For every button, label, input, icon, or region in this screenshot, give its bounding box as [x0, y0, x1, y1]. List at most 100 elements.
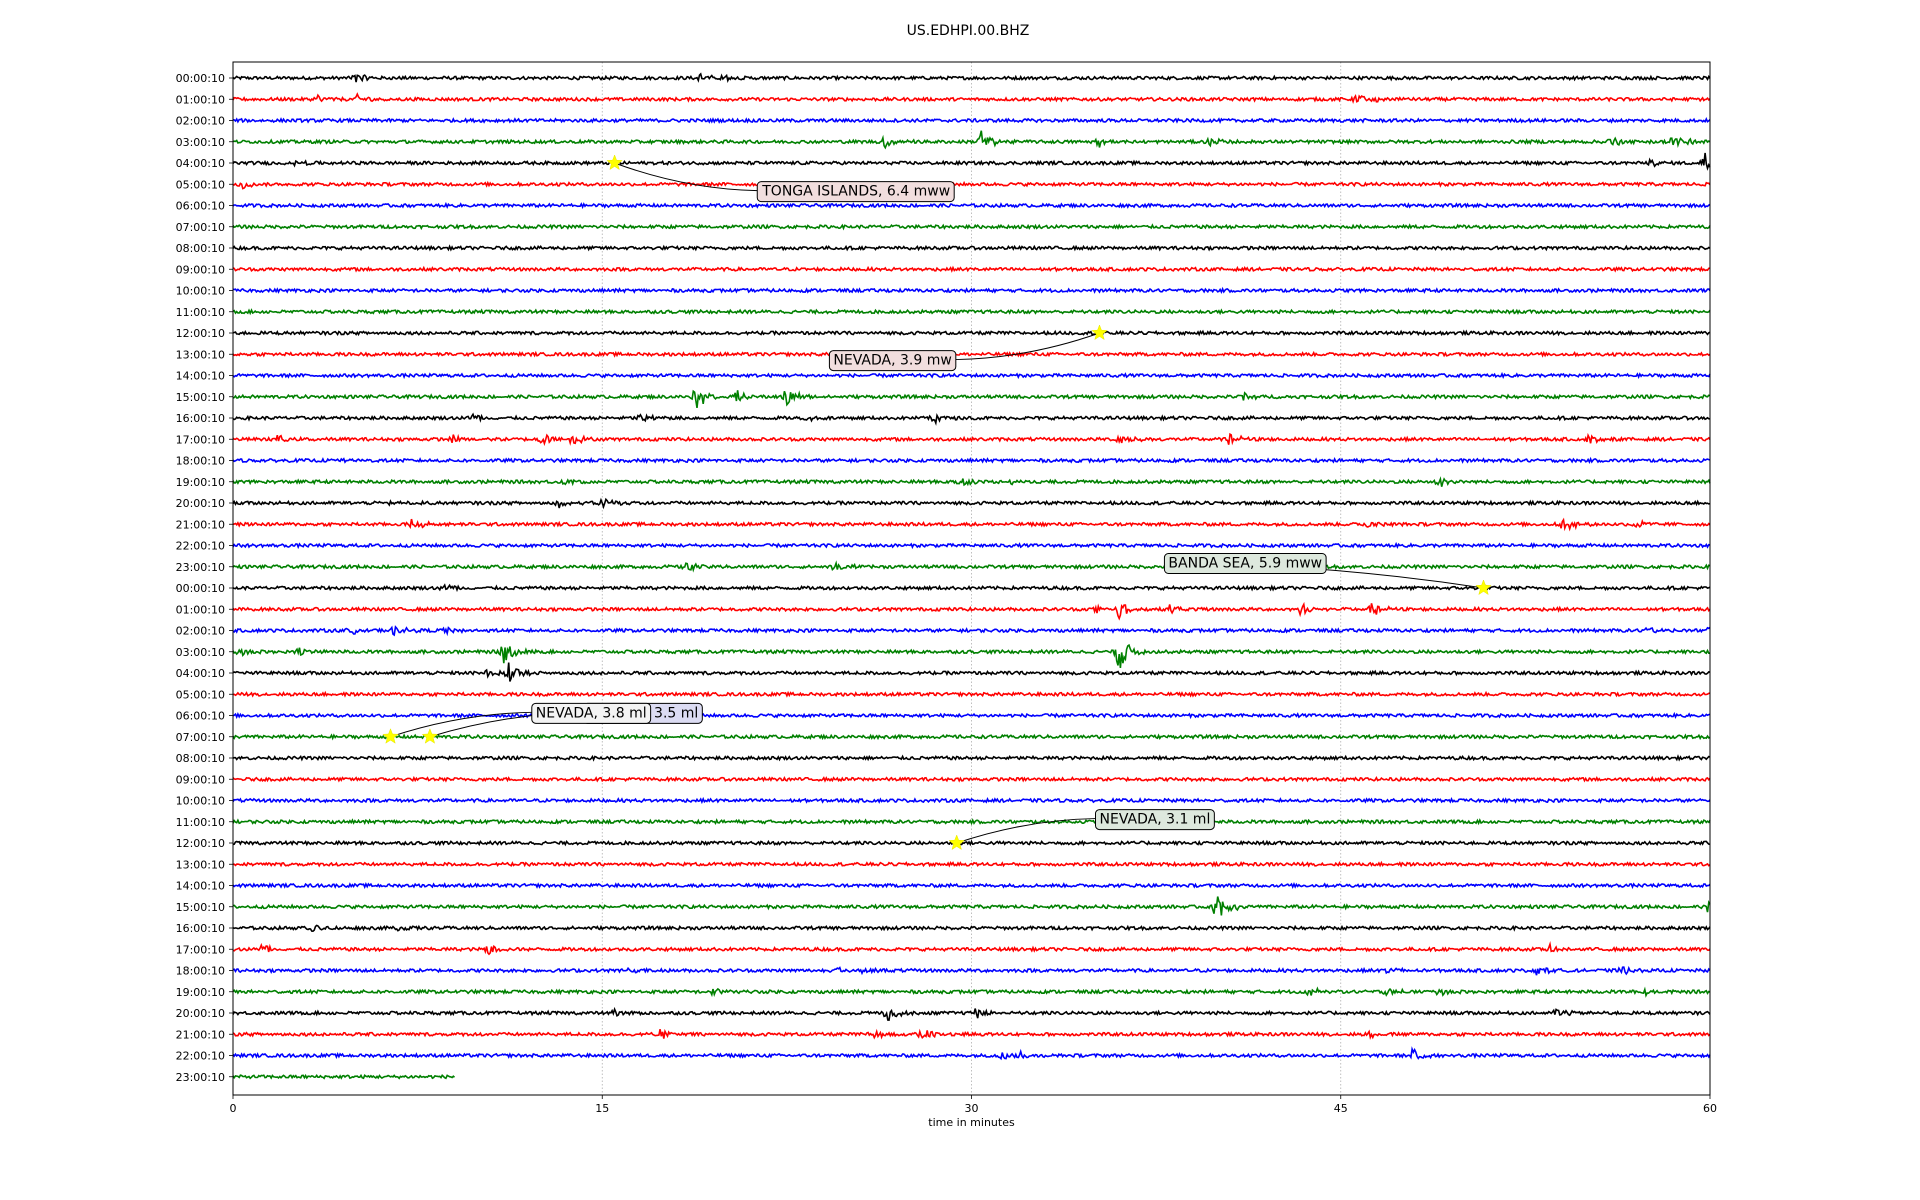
trace-row — [232, 92, 1711, 105]
row-time-label: 02:00:10 — [176, 115, 225, 128]
row-time-label: 11:00:10 — [176, 306, 225, 319]
row-time-label: 23:00:10 — [176, 561, 225, 574]
trace-row — [232, 860, 1711, 868]
trace-row — [232, 265, 1711, 273]
row-time-label: 03:00:10 — [176, 646, 225, 659]
row-time-label: 06:00:10 — [176, 200, 225, 213]
trace-row — [232, 350, 1711, 358]
event-star-marker — [382, 728, 399, 744]
event-star-marker — [421, 728, 439, 744]
trace-row — [232, 152, 1711, 171]
trace-row — [233, 180, 1711, 190]
row-time-label: 23:00:10 — [176, 1071, 225, 1084]
annotation-connector — [956, 818, 1096, 844]
trace-row — [232, 690, 1711, 698]
row-time-label: 05:00:10 — [176, 688, 225, 701]
trace-row — [232, 541, 1711, 550]
trace-rows — [232, 72, 1711, 1080]
trace-row — [232, 560, 1711, 573]
row-time-label: 12:00:10 — [176, 327, 225, 340]
trace-row — [232, 754, 1711, 762]
row-time-label: 09:00:10 — [176, 263, 225, 276]
event-star-marker — [948, 834, 965, 851]
event-annotation: NEVADA, 3.8 ml — [382, 702, 652, 744]
row-time-label: 08:00:10 — [176, 242, 225, 255]
row-time-label: 03:00:10 — [176, 136, 225, 149]
trace-row — [232, 223, 1711, 231]
trace-row — [232, 476, 1711, 487]
row-time-label: 18:00:10 — [176, 455, 225, 468]
row-time-label: 20:00:10 — [176, 497, 225, 510]
annotation-label: NEVADA, 3.1 ml — [1100, 812, 1211, 828]
trace-row — [232, 244, 1711, 252]
event-annotations: TONGA ISLANDS, 6.4 mww NEVADA, 3.9 mw BAND… — [382, 154, 1492, 851]
annotation-box — [756, 181, 955, 203]
row-time-label: 22:00:10 — [176, 1050, 225, 1063]
row-time-label: 04:00:10 — [176, 157, 225, 170]
annotation-box — [531, 702, 652, 724]
trace-row — [232, 818, 1711, 826]
trace-row — [232, 775, 1711, 783]
row-time-label: 08:00:10 — [176, 752, 225, 765]
row-time-label: 05:00:10 — [176, 178, 225, 191]
annotation-box — [1095, 809, 1215, 831]
event-annotation: NEVADA, 3.1 ml — [948, 809, 1215, 851]
row-time-label: 07:00:10 — [176, 221, 225, 234]
row-time-label: 01:00:10 — [176, 93, 225, 106]
trace-row — [232, 308, 1711, 316]
trace-row — [232, 625, 1711, 637]
row-time-label: 13:00:10 — [176, 348, 225, 361]
row-time-label: 16:00:10 — [176, 922, 225, 935]
event-annotation: TONGA ISLANDS, 6.4 mww — [606, 154, 955, 203]
row-time-labels: 00:00:10 01:00:10 02:00:10 03:00:10 04:00:10… — [176, 72, 233, 1084]
trace-row — [232, 201, 1711, 210]
annotation-label: BANDA SEA, 5.9 mww — [1168, 556, 1322, 572]
trace-row — [232, 371, 1711, 380]
annotation-connector — [390, 711, 532, 738]
row-time-label: 21:00:10 — [176, 518, 225, 531]
row-time-label: 18:00:10 — [176, 965, 225, 978]
trace-row — [232, 965, 1711, 976]
x-tick-label: 15 — [595, 1102, 609, 1115]
row-time-label: 17:00:10 — [176, 433, 225, 446]
annotation-box — [828, 350, 957, 372]
trace-row — [232, 412, 1711, 426]
row-time-label: 00:00:10 — [176, 582, 225, 595]
trace-row — [232, 986, 1711, 998]
event-annotation: BANDA SEA, 5.9 mww — [1163, 553, 1492, 596]
row-time-label: 16:00:10 — [176, 412, 225, 425]
trace-row — [232, 924, 1711, 933]
trace-row — [232, 432, 1711, 447]
x-tick-label: 0 — [230, 1102, 237, 1115]
x-axis-ticks: 0 15 30 45 60 — [230, 1095, 1717, 1115]
trace-row — [232, 796, 1711, 805]
annotation-connector — [614, 162, 758, 192]
trace-row — [232, 601, 1711, 621]
row-time-label: 07:00:10 — [176, 731, 225, 744]
row-time-label: 22:00:10 — [176, 540, 225, 553]
trace-row — [232, 117, 1711, 124]
trace-row — [232, 643, 1710, 668]
row-time-label: 14:00:10 — [176, 880, 225, 893]
x-tick-label: 60 — [1703, 1102, 1717, 1115]
trace-row — [232, 881, 1711, 890]
trace-row — [232, 130, 1711, 150]
annotation-label: NEVADA, 3.9 mw — [833, 353, 951, 369]
trace-row — [232, 896, 1711, 916]
vertical-gridlines — [601, 62, 1342, 1095]
annotation-label: TONGA ISLANDS, 6.4 mww — [761, 184, 950, 200]
event-star-marker — [1091, 324, 1108, 341]
trace-row — [232, 1073, 456, 1080]
row-time-label: 20:00:10 — [176, 1007, 225, 1020]
trace-row — [232, 941, 1711, 956]
trace-row — [232, 583, 1711, 593]
row-time-label: 21:00:10 — [176, 1028, 225, 1041]
annotation-label: NEVADA, 3.8 ml — [536, 705, 647, 721]
trace-row — [232, 733, 1711, 741]
row-time-label: 13:00:10 — [176, 858, 225, 871]
row-time-label: 17:00:10 — [176, 943, 225, 956]
row-time-label: 15:00:10 — [176, 901, 225, 914]
trace-row — [232, 1046, 1711, 1061]
x-tick-label: 45 — [1334, 1102, 1348, 1115]
